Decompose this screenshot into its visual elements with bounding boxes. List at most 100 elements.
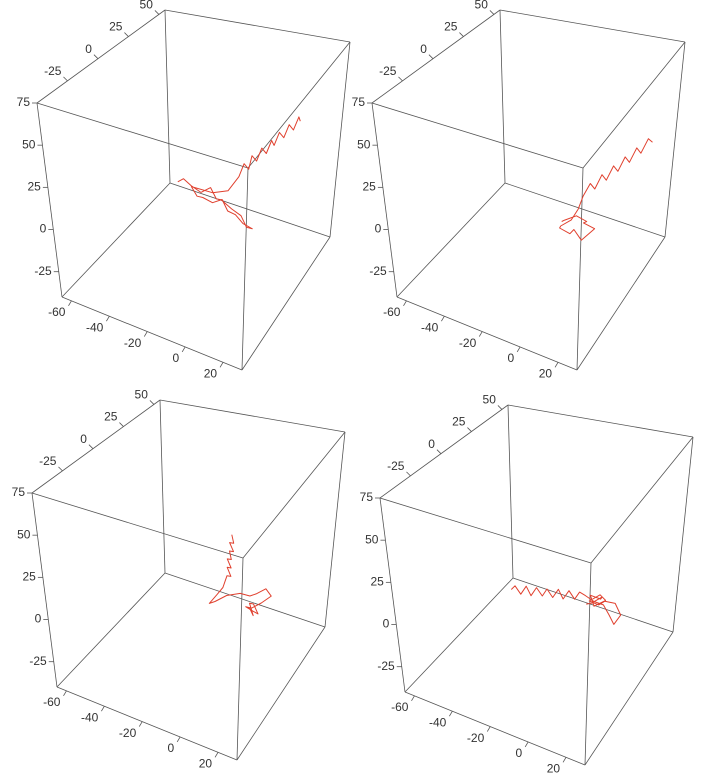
box-edge (672, 436, 694, 633)
z-tick-label: 25 (371, 575, 385, 589)
y-tick (497, 405, 503, 410)
box-edge (31, 399, 161, 494)
box-edge (404, 691, 586, 766)
box-edge (371, 9, 501, 104)
box-edge (164, 572, 326, 628)
x-tick (214, 752, 219, 758)
plot-panel: -25 0 25 50 75 -25 0 25 50 -60 -40 -20 0 20 (352, 0, 686, 380)
x-tick (143, 331, 148, 337)
box-edge (584, 631, 674, 766)
box-edge (236, 557, 244, 761)
y-tick-label: 0 (428, 437, 435, 451)
box-edge (164, 9, 351, 43)
z-tick-label: 75 (352, 95, 366, 109)
y-tick (124, 32, 129, 37)
curve (208, 534, 272, 617)
y-tick (63, 76, 68, 82)
z-tick-label: 25 (23, 570, 37, 584)
x-tick-label: 0 (172, 351, 179, 365)
box-edge (371, 102, 398, 298)
z-tick-label: 50 (365, 532, 379, 546)
y-tick-label: 25 (109, 20, 123, 34)
x-tick (441, 316, 445, 322)
x-tick-label: 0 (167, 741, 174, 755)
box-edge (371, 102, 584, 169)
box-edge (512, 577, 674, 633)
box-edge (241, 236, 331, 371)
x-tick-label: 20 (547, 761, 561, 775)
y-tick (58, 466, 63, 472)
y-tick-label: 0 (85, 42, 92, 56)
y-tick (149, 400, 155, 405)
x-tick-label: 0 (515, 746, 522, 760)
y-tick (88, 444, 94, 449)
y-tick-label: 50 (135, 388, 149, 402)
y-tick-label: 25 (104, 410, 118, 424)
z-tick-label: 50 (22, 137, 36, 151)
y-tick (93, 54, 99, 59)
y-tick (398, 76, 403, 82)
box-edge (31, 492, 58, 688)
z-tick-label: -25 (29, 654, 47, 668)
x-tick-label: 20 (204, 366, 218, 380)
box-edge (242, 431, 346, 559)
z-tick-label: -25 (377, 659, 395, 673)
z-tick-label: 0 (35, 612, 42, 626)
box-edge (164, 9, 171, 184)
y-tick (489, 10, 495, 15)
z-tick-label: -25 (34, 264, 52, 278)
plot-panel: -25 0 25 50 75 -25 0 25 50 -60 -40 -20 0 20 (17, 0, 351, 380)
x-tick-label: -40 (86, 320, 104, 334)
x-tick-label: -40 (429, 715, 447, 729)
box-edge (159, 399, 166, 574)
box-edge (379, 404, 509, 499)
box-edge (31, 492, 244, 559)
x-tick (478, 331, 483, 337)
x-tick (554, 362, 559, 368)
box-edge (576, 167, 584, 371)
x-tick (68, 300, 72, 307)
box-edge (396, 296, 578, 371)
y-tick-label: 50 (483, 393, 497, 407)
x-tick-label: 20 (199, 756, 213, 770)
box-edge (584, 562, 592, 766)
box-edge (507, 404, 694, 438)
x-tick (562, 757, 567, 763)
box-edge (61, 296, 243, 371)
x-tick (138, 721, 143, 727)
box-edge (504, 182, 666, 238)
box-edge (247, 41, 351, 169)
box-edge (590, 436, 694, 564)
x-tick-label: -20 (124, 336, 142, 350)
y-tick-label: 50 (140, 0, 154, 12)
y-tick-label: 50 (475, 0, 489, 12)
x-tick (486, 726, 491, 732)
box-edge (664, 41, 686, 238)
z-tick-label: -25 (369, 264, 387, 278)
x-tick (411, 695, 415, 702)
y-tick-label: 25 (444, 20, 458, 34)
y-tick-label: -25 (379, 64, 397, 78)
y-tick (406, 471, 411, 477)
y-tick-label: -25 (39, 454, 57, 468)
x-tick (524, 741, 529, 748)
x-tick (449, 711, 453, 717)
x-tick-label: -60 (48, 305, 66, 319)
z-tick-label: 50 (17, 527, 31, 541)
box-edge (576, 236, 666, 371)
y-tick-label: 25 (452, 415, 466, 429)
curve (510, 585, 622, 625)
x-tick-label: -20 (467, 731, 485, 745)
box-edge (329, 41, 351, 238)
x-tick (176, 736, 181, 743)
z-tick-label: 25 (28, 180, 42, 194)
y-tick (428, 54, 434, 59)
z-tick-label: 75 (12, 485, 26, 499)
x-tick-label: -40 (81, 710, 99, 724)
y-tick (119, 422, 124, 427)
x-tick (181, 346, 186, 353)
y-tick-label: 0 (80, 432, 87, 446)
y-tick-label: -25 (44, 64, 62, 78)
z-tick-label: 75 (17, 95, 31, 109)
